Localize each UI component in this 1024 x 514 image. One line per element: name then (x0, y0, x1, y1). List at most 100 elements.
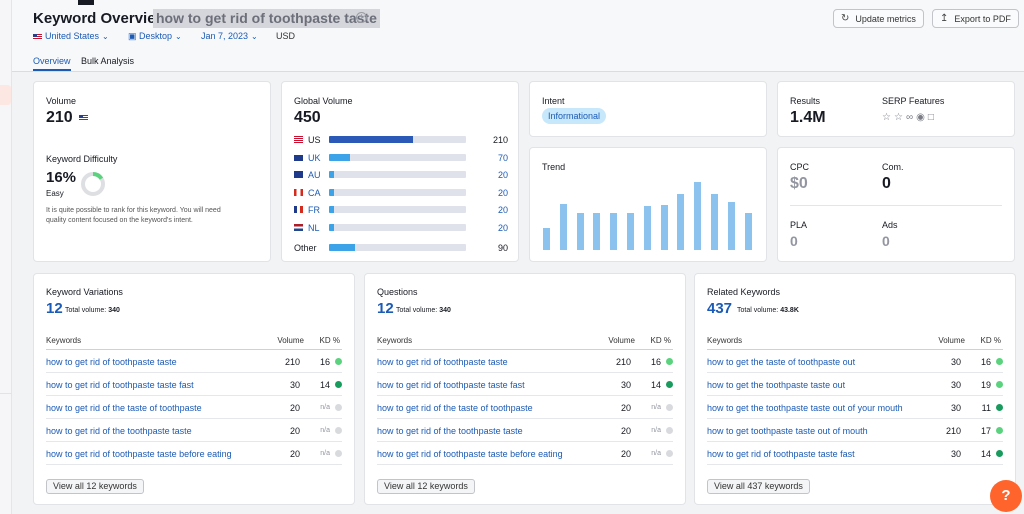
col-keywords: Keywords (377, 336, 413, 345)
circle-play-icon: ◉ (916, 112, 928, 123)
col-volume: Volume (938, 336, 965, 345)
country-code: NL (308, 222, 320, 233)
kd-status-dot (335, 404, 342, 411)
keyword-link[interactable]: how to get rid of toothpaste taste (46, 357, 177, 367)
country-share-bar (329, 136, 466, 143)
keyword-difficulty: 16 (319, 357, 330, 367)
keyword-volume: 30 (289, 380, 300, 390)
keyword-volume: 30 (950, 357, 961, 367)
trend-bar (660, 205, 668, 250)
chevron-down-icon: ⌄ (102, 32, 109, 41)
keyword-link[interactable]: how to get rid of the taste of toothpast… (46, 403, 202, 413)
trend-bar (694, 182, 702, 250)
keyword-table-card-0: Keyword Variations 12 Total volume: 340 Key… (33, 273, 355, 505)
global-volume-value: 450 (294, 109, 321, 126)
country-row-ca[interactable]: CA 20 (294, 187, 508, 199)
top-image-fragment (78, 0, 94, 5)
table-title: Questions (377, 287, 418, 297)
country-code: US (308, 135, 321, 145)
total-volume-label: Total volume: (396, 307, 438, 314)
country-volume: 210 (492, 135, 508, 145)
kd-status-dot (666, 427, 673, 434)
table-header-row: Keywords Volume KD % (46, 334, 342, 350)
desktop-icon: ▣ (128, 31, 140, 41)
currency-label: USD (276, 31, 296, 41)
kd-status-dot (666, 358, 673, 365)
table-total: Total volume: 340 (396, 307, 451, 314)
view-all-button[interactable]: View all 12 keywords (46, 479, 144, 494)
results-card: Results 1.4M SERP Features ☆☆∞◉□ (777, 81, 1015, 137)
trend-bar (610, 213, 618, 250)
keyword-link[interactable]: how to get rid of the taste of toothpast… (377, 403, 533, 413)
total-volume-label: Total volume: (737, 307, 779, 314)
country-row-uk[interactable]: UK 70 (294, 152, 508, 164)
keyword-difficulty: 16 (650, 357, 661, 367)
update-metrics-button[interactable]: ↻ Update metrics (833, 9, 924, 28)
table-row: how to get rid of toothpaste taste fast 3… (377, 373, 673, 396)
keyword-link[interactable]: how to get rid of toothpaste taste (377, 357, 508, 367)
volume-card: Volume 210 Keyword Difficulty 16% Easy I… (33, 81, 271, 262)
view-all-button[interactable]: View all 437 keywords (707, 479, 810, 494)
trend-bar (711, 194, 718, 250)
table-row: how to get the taste of toothpaste out 30… (707, 350, 1003, 373)
total-volume-value: 43.8K (780, 307, 799, 314)
device-select[interactable]: ▣ Desktop ⌄ (128, 31, 182, 42)
kd-status-dot (666, 450, 673, 457)
keyword-link[interactable]: how to get the toothpaste taste out of y… (707, 403, 903, 413)
trend-bar (543, 228, 550, 250)
tab-overview[interactable]: Overview (33, 56, 71, 71)
country-row-us[interactable]: US 210 (294, 134, 508, 146)
sidebar-active-marker (0, 85, 11, 105)
keyword-link[interactable]: how to get the taste of toothpaste out (707, 357, 856, 367)
au-flag-icon (294, 171, 303, 178)
keyword-link[interactable]: how to get rid of the toothpaste taste (46, 426, 192, 436)
keyword-link[interactable]: how to get rid of the toothpaste taste (377, 426, 523, 436)
table-header-row: Keywords Volume KD % (377, 334, 673, 350)
country-select[interactable]: United States ⌄ (33, 31, 109, 41)
keyword-link[interactable]: how to get rid of toothpaste taste befor… (46, 449, 232, 459)
col-kd: KD % (980, 336, 1001, 345)
country-share-bar (329, 171, 466, 178)
trend-bar (727, 202, 735, 250)
star-outline-icon: ☆ (882, 112, 894, 123)
keyword-difficulty: n/a (320, 450, 330, 457)
view-all-button[interactable]: View all 12 keywords (377, 479, 475, 494)
other-share-bar (329, 244, 466, 251)
date-value: Jan 7, 2023 (201, 31, 249, 41)
country-row-nl[interactable]: NL 20 (294, 222, 508, 234)
country-code: AU (308, 170, 321, 180)
country-code: CA (308, 187, 321, 198)
export-pdf-button[interactable]: ↥ Export to PDF (932, 9, 1019, 28)
comment-icon: □ (927, 112, 937, 123)
other-share-fill (329, 244, 356, 251)
table-count: 12 (46, 300, 63, 317)
kd-label: Keyword Difficulty (46, 154, 118, 164)
tab-bulk-analysis[interactable]: Bulk Analysis (81, 56, 135, 66)
country-value: United States (45, 31, 100, 41)
volume-label: Volume (46, 96, 77, 106)
keyword-link[interactable]: how to get rid of toothpaste taste fast (707, 449, 855, 459)
country-share-fill (329, 153, 350, 161)
keyword-difficulty: n/a (651, 404, 661, 411)
kd-status-dot (996, 450, 1003, 457)
keyword-difficulty: 11 (981, 403, 991, 413)
country-row-fr[interactable]: FR 20 (294, 204, 508, 216)
update-metrics-label: Update metrics (855, 13, 916, 24)
add-to-list-icon[interactable]: + (356, 12, 367, 23)
ads-label: Ads (882, 220, 898, 230)
keyword-link[interactable]: how to get the toothpaste taste out (707, 380, 846, 390)
keyword-link[interactable]: how to get toothpaste taste out of mouth (707, 426, 868, 436)
help-button[interactable]: ? (990, 480, 1022, 512)
keyword-link[interactable]: how to get rid of toothpaste taste fast (46, 380, 194, 390)
keyword-link[interactable]: how to get rid of toothpaste taste fast (377, 380, 525, 390)
col-kd: KD % (650, 336, 671, 345)
date-select[interactable]: Jan 7, 2023 ⌄ (201, 31, 258, 41)
country-row-au[interactable]: AU 20 (294, 169, 508, 181)
intent-badge[interactable]: Informational (542, 108, 607, 124)
col-keywords: Keywords (707, 336, 743, 345)
keyword-link[interactable]: how to get rid of toothpaste taste befor… (377, 449, 563, 459)
nl-flag-icon (294, 223, 303, 231)
keyword-difficulty: n/a (651, 427, 661, 434)
table-title: Keyword Variations (46, 287, 123, 297)
keyword-difficulty: 14 (650, 380, 661, 390)
